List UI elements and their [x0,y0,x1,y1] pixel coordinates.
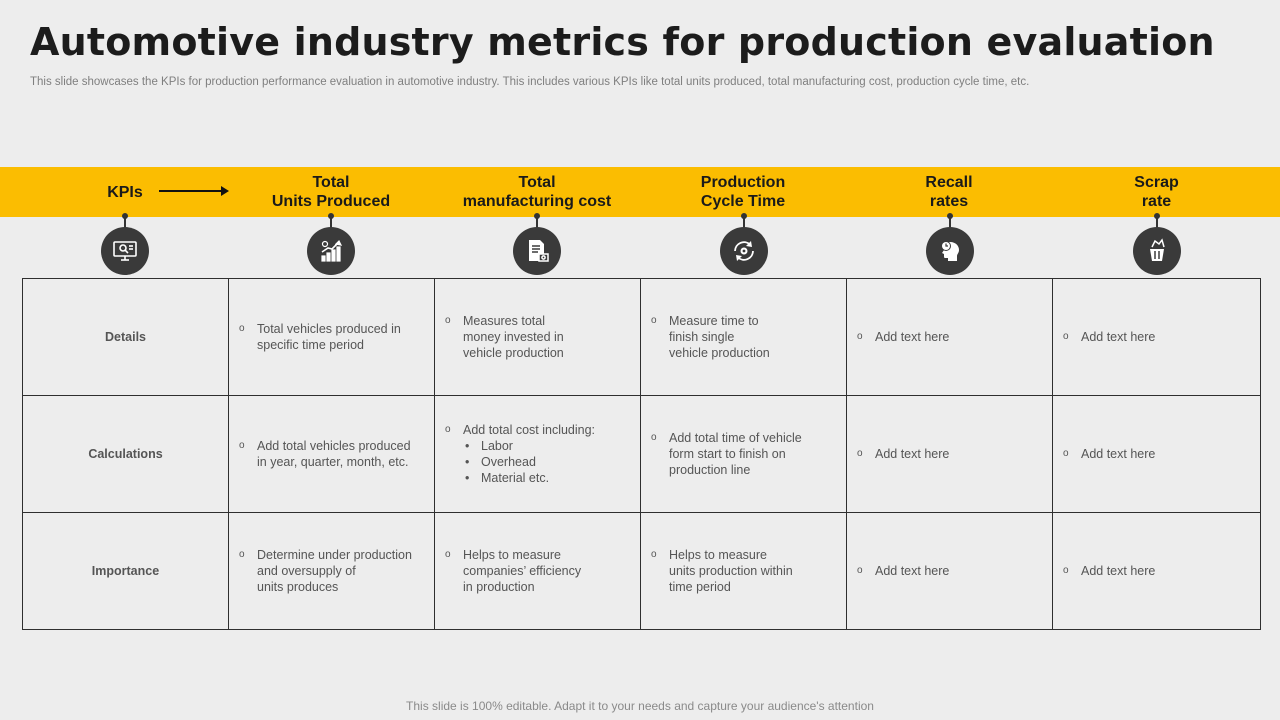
table-cell: o Determine under production and oversupp… [228,512,435,630]
kpi-table: Details o Total vehicles produced in spec… [22,278,1261,630]
list-item: Overhead [463,454,595,470]
connector [122,213,128,228]
list-item: Labor [463,438,595,454]
table-row: Calculations o Add total vehicles produce… [22,395,1261,513]
connector [741,213,747,228]
cost-components-list: Labor Overhead Material etc. [463,438,595,486]
connector [328,213,334,228]
table-cell: o Add total vehicles produced in year, qu… [228,395,435,513]
table-cell: o Add text here [846,512,1053,630]
table-cell: o Helps to measure units production withi… [640,512,847,630]
invoice-cost-icon [513,227,561,275]
scrap-bin-icon [1133,227,1181,275]
list-item: Material etc. [463,470,595,486]
monitor-search-icon [101,227,149,275]
header-recall-rates: Recall rates [925,174,973,210]
table-cell: o Add text here [1052,395,1261,513]
table-cell: o Measure time to finish single vehicle p… [640,278,847,396]
slide-subtitle: This slide showcases the KPIs for produc… [30,76,1030,88]
row-label-details: Details [22,278,229,396]
table-cell: o Add total time of vehicle form start to… [640,395,847,513]
header-kpis: KPIs [107,183,143,201]
header-manufacturing-cost: Total manufacturing cost [462,174,612,210]
header-cycle-time: Production Cycle Time [700,174,786,210]
connector [534,213,540,228]
header-scrap-rate: Scrap rate [1134,174,1179,210]
production-growth-icon [307,227,355,275]
connector [947,213,953,228]
slide-title: Automotive industry metrics for producti… [30,20,1215,64]
header-band [0,167,1280,217]
table-cell: o Measures total money invested in vehicl… [434,278,641,396]
connector [1154,213,1160,228]
table-cell: o Helps to measure companies’ efficiency … [434,512,641,630]
table-cell: o Add text here [846,395,1053,513]
table-row: Details o Total vehicles produced in spec… [22,278,1261,396]
row-label-importance: Importance [22,512,229,630]
table-cell: o Add text here [1052,512,1261,630]
footer-note: This slide is 100% editable. Adapt it to… [406,699,874,713]
table-cell: o Total vehicles produced in specific tim… [228,278,435,396]
cycle-gear-icon [720,227,768,275]
header-total-units: Total Units Produced [271,174,391,210]
table-row: Importance o Determine under production a… [22,512,1261,630]
head-clock-icon [926,227,974,275]
table-cell: o Add text here [1052,278,1261,396]
arrow-icon [159,186,229,196]
table-cell: o Add total cost including: Labor Overhe… [434,395,641,513]
table-cell: o Add text here [846,278,1053,396]
row-label-calculations: Calculations [22,395,229,513]
